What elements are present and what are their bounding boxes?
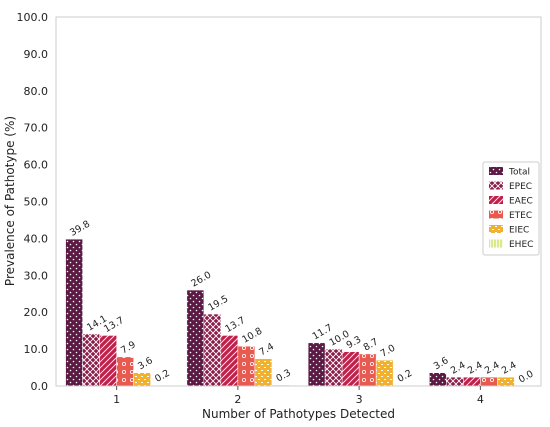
x-tick-label: 2 xyxy=(234,393,241,406)
x-tick-label: 1 xyxy=(113,393,120,406)
bar-epec xyxy=(324,348,343,387)
bar-etec xyxy=(358,353,377,387)
legend-swatch-ehec xyxy=(489,239,503,248)
legend-swatch-epec xyxy=(489,181,503,190)
bar-etec xyxy=(116,356,134,387)
y-tick-label: 30.0 xyxy=(24,269,49,282)
plot-background xyxy=(56,17,541,386)
y-tick-label: 90.0 xyxy=(24,48,49,61)
y-axis: 0.0 10.0 20.0 30.0 40.0 50.0 60.0 70.0 80.0 90.0 1… xyxy=(17,11,49,393)
legend-label-etec: ETEC xyxy=(509,211,532,221)
bar-total xyxy=(65,238,83,387)
y-tick-label: 60.0 xyxy=(24,159,49,172)
bar-epec xyxy=(203,313,222,387)
legend-label-ehec: EHEC xyxy=(509,240,533,250)
bar-eaec xyxy=(99,335,117,387)
bar-eiec xyxy=(375,359,394,387)
legend-swatch-eaec xyxy=(489,196,503,204)
y-tick-label: 70.0 xyxy=(24,122,49,135)
x-axis: 1 2 3 4 xyxy=(113,386,484,406)
legend-swatch-eiec xyxy=(489,225,503,233)
bar-etec xyxy=(237,345,256,387)
legend-label-eaec: EAEC xyxy=(509,197,533,207)
y-tick-label: 10.0 xyxy=(24,343,49,356)
bar-eiec xyxy=(133,372,151,387)
bar-eaec xyxy=(220,335,239,387)
legend-label-eiec: EIEC xyxy=(509,226,529,236)
bar-total xyxy=(307,342,326,387)
bar-total xyxy=(186,289,205,387)
bar-eiec xyxy=(497,376,515,387)
y-axis-title: Prevalence of Pathotype (%) xyxy=(3,116,17,286)
y-tick-label: 40.0 xyxy=(24,232,49,245)
legend-swatch-etec xyxy=(489,210,503,219)
x-tick-label: 3 xyxy=(356,393,363,406)
bar-eiec xyxy=(254,358,273,387)
x-axis-title: Number of Pathotypes Detected xyxy=(202,407,395,421)
bar-total xyxy=(429,372,447,387)
bar-eaec xyxy=(463,376,481,387)
plot-frame xyxy=(55,16,542,387)
bar-epec xyxy=(446,376,464,387)
x-tick-label: 4 xyxy=(477,393,484,406)
legend: Total EPEC EAEC ETEC EIEC EHEC xyxy=(482,161,540,256)
legend-label-epec: EPEC xyxy=(509,182,532,192)
legend-swatch-total xyxy=(489,167,503,175)
bar-eaec xyxy=(341,351,360,387)
legend-label-total: Total xyxy=(508,168,530,178)
y-tick-label: 50.0 xyxy=(24,196,49,209)
bar-etec xyxy=(480,376,498,387)
y-tick-label: 80.0 xyxy=(24,85,49,98)
bars-layer xyxy=(65,238,515,387)
bar-epec xyxy=(82,333,100,387)
y-tick-label: 20.0 xyxy=(24,306,49,319)
y-tick-label: 100.0 xyxy=(17,11,49,24)
y-tick-label: 0.0 xyxy=(31,380,49,393)
